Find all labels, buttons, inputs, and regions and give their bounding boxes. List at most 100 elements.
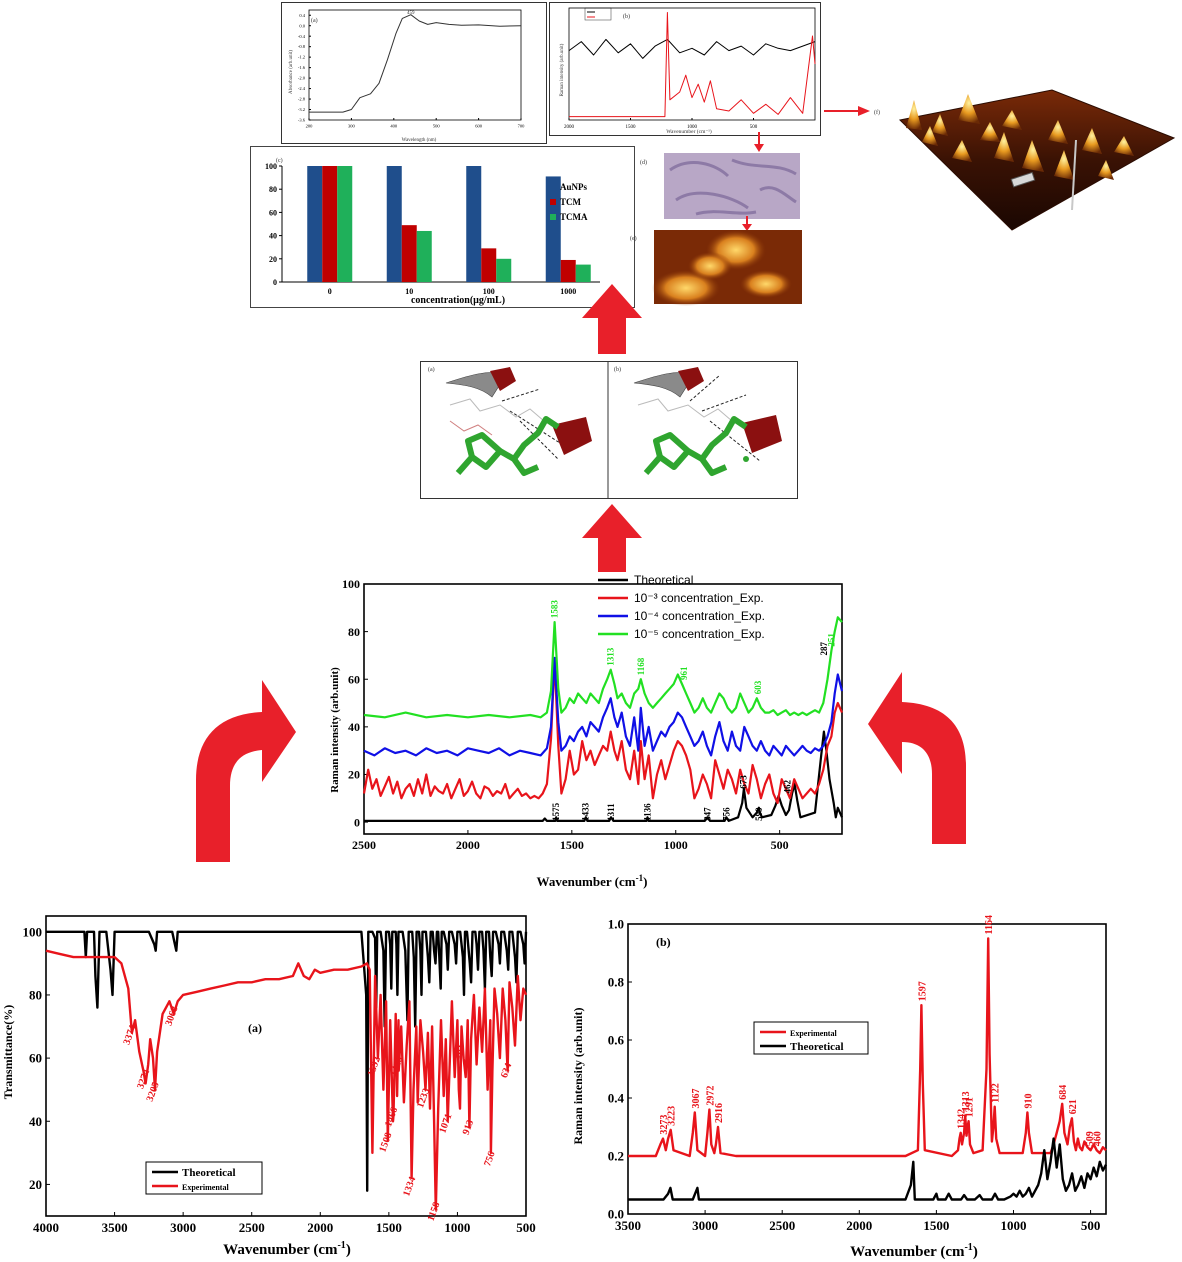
rm-plot-x-tick-label: 500: [771, 838, 789, 852]
cyto-category-label: 100: [483, 287, 495, 296]
rm-peak-label: 599: [754, 807, 764, 821]
rb-plot-x-tick-label: 1000: [1000, 1218, 1026, 1233]
rm-peak-label: 287: [819, 641, 829, 655]
rt-plot-series-line-1: [569, 12, 816, 118]
micro-label: (d): [640, 159, 647, 166]
uv-panel-label: (a): [311, 17, 318, 24]
uv-plot-y-tick-label: 0.0: [299, 23, 305, 28]
red-curved-arrow-icon: [196, 680, 296, 862]
afm-3d-surface: (f): [874, 89, 1176, 231]
cell-micrograph: (d): [640, 153, 800, 219]
rb-plot-x-tick-label: 1500: [923, 1218, 949, 1233]
rt-plot-series-line-0: [568, 38, 816, 59]
rm-x-axis-label: Wavenumber (cm-1): [537, 873, 648, 889]
uv-plot-y-tick-label: -2.0: [298, 76, 306, 81]
rm-plot-area: 2500 2000 1500 1000 500 0 20 40 60 80 100 1583 1313 1…: [342, 577, 844, 852]
red-curved-arrow-icon: [868, 672, 966, 844]
cyto-y-tick-label: 40: [269, 232, 277, 241]
afm-3d-peaks: [906, 94, 1134, 180]
cyto-bar-tcma: [416, 230, 432, 282]
rt-plot-x-tick-label: 2000: [564, 125, 575, 130]
rb-peak-label: 1122: [991, 1083, 1002, 1102]
rb-plot-y-tick-label: 0.0: [608, 1207, 624, 1222]
rb-plot-series-line-1: [628, 1137, 1108, 1201]
raman-top-panel: (b) Raman intensity (arb.unit) Wavenumbe…: [549, 2, 821, 136]
rm-plot-series-line-3: [363, 616, 843, 719]
ir-transmittance-chart: Transmittance(%) Wavenumber (cm-1) (a) 4…: [1, 915, 536, 1258]
rb-plot-x-tick-label: 3500: [615, 1218, 641, 1233]
ir-plot-y-tick-label: 60: [29, 1051, 42, 1066]
rb-panel-label: (b): [656, 935, 671, 949]
ir-y-axis-label: Transmittance(%): [1, 1005, 15, 1099]
raman-top-plot-area: 2000 1500 1000 500: [564, 7, 816, 130]
cyto-x-axis-label: concentration(µg/mL): [411, 295, 505, 306]
heat-label: (e): [630, 235, 637, 242]
red-right-arrow-icon: [824, 106, 870, 116]
rb-plot-x-tick-label: 500: [1081, 1218, 1101, 1233]
ir-plot-x-tick-label: 1500: [376, 1220, 402, 1235]
ir-plot-x-tick-label: 3500: [102, 1220, 128, 1235]
rm-plot-y-tick-label: 0: [354, 815, 360, 829]
cyto-legend-swatch: [550, 214, 556, 220]
ir-plot-series-line-0: [46, 930, 528, 1192]
rb-peak-label: 509: [1085, 1131, 1096, 1146]
uv-plot-y-tick-label: -1.6: [298, 65, 306, 70]
ir-plot-x-tick-label: 3000: [170, 1220, 196, 1235]
rb-plot-x-tick-label: 3000: [692, 1218, 718, 1233]
red-up-arrow-icon: [582, 284, 642, 354]
raman-top-x-axis-label: Wavenumber (cm⁻¹): [666, 128, 712, 135]
ir-plot-x-tick-label: 500: [516, 1220, 536, 1235]
cyto-y-tick-label: 100: [265, 162, 277, 171]
rm-peak-label: 1313: [606, 647, 616, 666]
cyto-category-label: 0: [328, 287, 332, 296]
ir-legend: Theoretical Experimental: [145, 1161, 263, 1195]
rb-x-axis-sup: -1: [964, 1242, 972, 1253]
uv-absorbance-panel: (a) Absorbance (arb.unit) Wavelength (nm…: [281, 2, 547, 144]
uv-peak-label: 459: [407, 11, 415, 16]
afm-3d-marker: [1010, 171, 1036, 188]
small-red-down-arrow-icon: [742, 216, 752, 231]
cyto-bar-aunps: [386, 166, 402, 282]
ir-plot-x-tick-label: 2500: [239, 1220, 265, 1235]
rb-plot-frame: [627, 923, 1107, 1215]
rm-peak-label: 1168: [636, 657, 646, 675]
rb-plot-series-line-0: [628, 937, 1107, 1158]
rm-plot-series-line-0: [364, 730, 844, 822]
uv-plot-x-tick-label: 500: [433, 124, 441, 129]
ir-peak-label: 1071: [437, 1112, 454, 1135]
uv-plot-series-line-0: [309, 14, 522, 113]
cyto-category-label: 10: [405, 287, 413, 296]
uv-plot-x-tick-label: 200: [306, 124, 314, 129]
ir-peak-label: 1466: [383, 1106, 400, 1129]
uv-plot-y-tick-label: -2.4: [298, 86, 306, 91]
rb-peak-label: 3273: [659, 1115, 670, 1135]
cyto-y-tick-label: 60: [269, 208, 277, 217]
rb-peak-label: 3067: [691, 1089, 702, 1109]
ir-plot-frame: [45, 915, 527, 1217]
cyto-bar-aunps: [466, 166, 482, 282]
cyto-bar-tcm: [481, 248, 497, 282]
rb-plot-y-tick-label: 0.2: [608, 1149, 624, 1164]
rm-peak-label: 251: [826, 633, 836, 647]
ir-peak-label: 913: [461, 1119, 476, 1137]
afm-2d-heatmap: (e): [630, 230, 802, 306]
ir-plot-x-tick-label: 1000: [444, 1220, 470, 1235]
rb-peak-label: 2972: [705, 1086, 716, 1106]
rm-peak-label: 1583: [550, 600, 560, 619]
rm-legend-label: 10⁻³ concentration_Exp.: [634, 591, 764, 605]
rm-plot-x-tick-label: 1000: [664, 838, 688, 852]
cyto-legend-swatch: [550, 184, 556, 190]
rt-plot-x-tick-label: 500: [750, 125, 758, 130]
rm-plot-x-tick-label: 1500: [560, 838, 584, 852]
rb-x-axis-text: Wavenumber (cm: [850, 1244, 965, 1260]
ir-plot-y-tick-label: 20: [29, 1177, 42, 1192]
ir-peak-label: 1334: [401, 1175, 418, 1198]
ir-plot-y-tick-label: 40: [29, 1114, 42, 1129]
rm-legend-label: 10⁻⁴ concentration_Exp.: [634, 609, 765, 623]
ir-x-axis-text: Wavenumber (cm: [223, 1242, 338, 1258]
cyto-bar-tcm: [322, 166, 338, 282]
ir-plot-x-tick-label: 4000: [33, 1220, 59, 1235]
uv-plot-y-tick-label: -0.4: [298, 34, 306, 39]
ir-plot-y-tick-label: 100: [23, 924, 43, 939]
rm-peak-label: 756: [721, 807, 731, 821]
